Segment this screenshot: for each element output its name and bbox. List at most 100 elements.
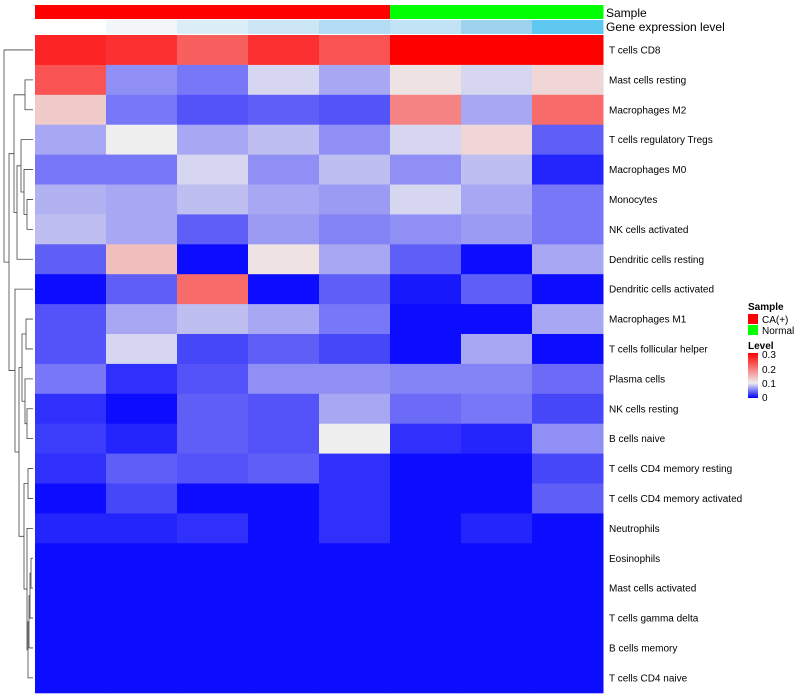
heatmap-cell — [248, 35, 320, 66]
heatmap-cell — [35, 124, 107, 156]
heatmap-cell — [106, 124, 178, 156]
heatmap-cell — [319, 214, 391, 245]
gene-expression-annotation-cell — [319, 20, 391, 34]
heatmap-cell — [248, 214, 320, 245]
heatmap-cell — [248, 184, 320, 215]
gene-expression-annotation-cell — [248, 20, 320, 34]
heatmap-cell — [248, 334, 320, 365]
heatmap-cell — [177, 154, 249, 185]
heatmap-cell — [319, 35, 391, 66]
heatmap-cell — [248, 423, 320, 455]
heatmap-cell — [461, 633, 533, 664]
heatmap-cell — [461, 334, 533, 365]
heatmap-cell — [319, 483, 391, 514]
heatmap-cell — [319, 94, 391, 126]
heatmap-cell — [106, 154, 178, 185]
heatmap-cell — [390, 393, 462, 425]
row-label: B cells naive — [609, 434, 666, 445]
heatmap-cell — [177, 633, 249, 664]
heatmap-cell — [461, 154, 533, 185]
row-label: Macrophages M0 — [609, 165, 687, 176]
heatmap-cell — [248, 94, 320, 126]
heatmap-cell — [390, 543, 462, 574]
heatmap-cell — [390, 603, 462, 634]
dendrogram-branch — [30, 557, 33, 589]
heatmap-cell — [390, 304, 462, 335]
heatmap-cell — [248, 244, 320, 275]
heatmap-cell — [248, 304, 320, 335]
heatmap-cell — [35, 274, 107, 305]
heatmap-cell — [461, 393, 533, 425]
heatmap-cell — [461, 513, 533, 544]
heatmap-cell — [461, 214, 533, 245]
heatmap-cell — [106, 393, 178, 425]
heatmap-cell — [390, 94, 462, 126]
dendrogram-branch — [29, 572, 33, 619]
heatmap-cell — [177, 94, 249, 126]
heatmap-cell — [319, 154, 391, 185]
annotation-bars — [35, 5, 604, 34]
heatmap-cell — [248, 154, 320, 185]
row-label: Eosinophils — [609, 554, 660, 565]
gene-expression-annotation-cell — [461, 20, 533, 34]
heatmap-cell — [319, 453, 391, 484]
heatmap-cell — [532, 483, 604, 514]
heatmap-cell — [248, 393, 320, 425]
sample-annotation-cell — [248, 5, 320, 19]
heatmap-cell — [319, 573, 391, 604]
sample-annotation-label: Sample — [606, 6, 647, 20]
heatmap-cell — [532, 573, 604, 604]
row-label: B cells memory — [609, 643, 677, 654]
legend-tick-02: 0.2 — [762, 365, 776, 376]
dendrogram-branch — [16, 165, 33, 260]
heatmap-cell — [35, 633, 107, 664]
heatmap-cell — [532, 603, 604, 634]
heatmap-cell — [319, 124, 391, 156]
heatmap-cell — [319, 662, 391, 694]
row-dendrogram — [3, 49, 33, 679]
gene-expression-annotation-cell — [390, 20, 462, 34]
heatmap-cell — [106, 214, 178, 245]
heatmap-cell — [461, 94, 533, 126]
heatmap-cell — [319, 543, 391, 574]
row-labels: T cells CD8 Mast cells resting Macrophages… — [609, 45, 742, 684]
heatmap-cell — [35, 543, 107, 574]
gene-expression-annotation-cell — [106, 20, 178, 34]
legend-swatch-ca — [748, 314, 758, 324]
heatmap-cell — [177, 423, 249, 455]
heatmap-cell — [106, 334, 178, 365]
sample-annotation-cell — [461, 5, 533, 19]
heatmap-cell — [177, 453, 249, 484]
heatmap-cell — [248, 363, 320, 395]
heatmap-cell — [390, 513, 462, 544]
row-label: T cells CD4 memory resting — [609, 464, 732, 475]
heatmap-cell — [177, 393, 249, 425]
heatmap-cell — [319, 423, 391, 455]
heatmap-cell — [35, 603, 107, 634]
row-label: T cells CD4 memory activated — [609, 494, 742, 505]
heatmap-cell — [35, 363, 107, 395]
heatmap-cell — [248, 662, 320, 694]
row-label: T cells gamma delta — [609, 614, 699, 625]
legend-color-bar — [748, 353, 758, 398]
heatmap-cell — [461, 543, 533, 574]
dendrogram-branch — [27, 468, 33, 499]
gene-expression-annotation-cell — [35, 20, 107, 34]
heatmap-cell — [106, 453, 178, 484]
heatmap-cell — [532, 334, 604, 365]
heatmap-cell — [248, 543, 320, 574]
heatmap-cell — [177, 64, 249, 96]
heatmap-cell — [35, 334, 107, 365]
heatmap-cell — [532, 662, 604, 694]
heatmap-cell — [461, 304, 533, 335]
heatmap-cell — [248, 483, 320, 514]
row-label: Plasma cells — [609, 374, 665, 385]
heatmap-cell — [390, 214, 462, 245]
heatmap-cell — [532, 274, 604, 305]
gene-expression-annotation-cell — [532, 20, 604, 34]
legend-swatch-normal — [748, 325, 758, 335]
dendrogram-branch — [26, 199, 33, 230]
heatmap-cell — [177, 573, 249, 604]
heatmap-cell — [106, 543, 178, 574]
